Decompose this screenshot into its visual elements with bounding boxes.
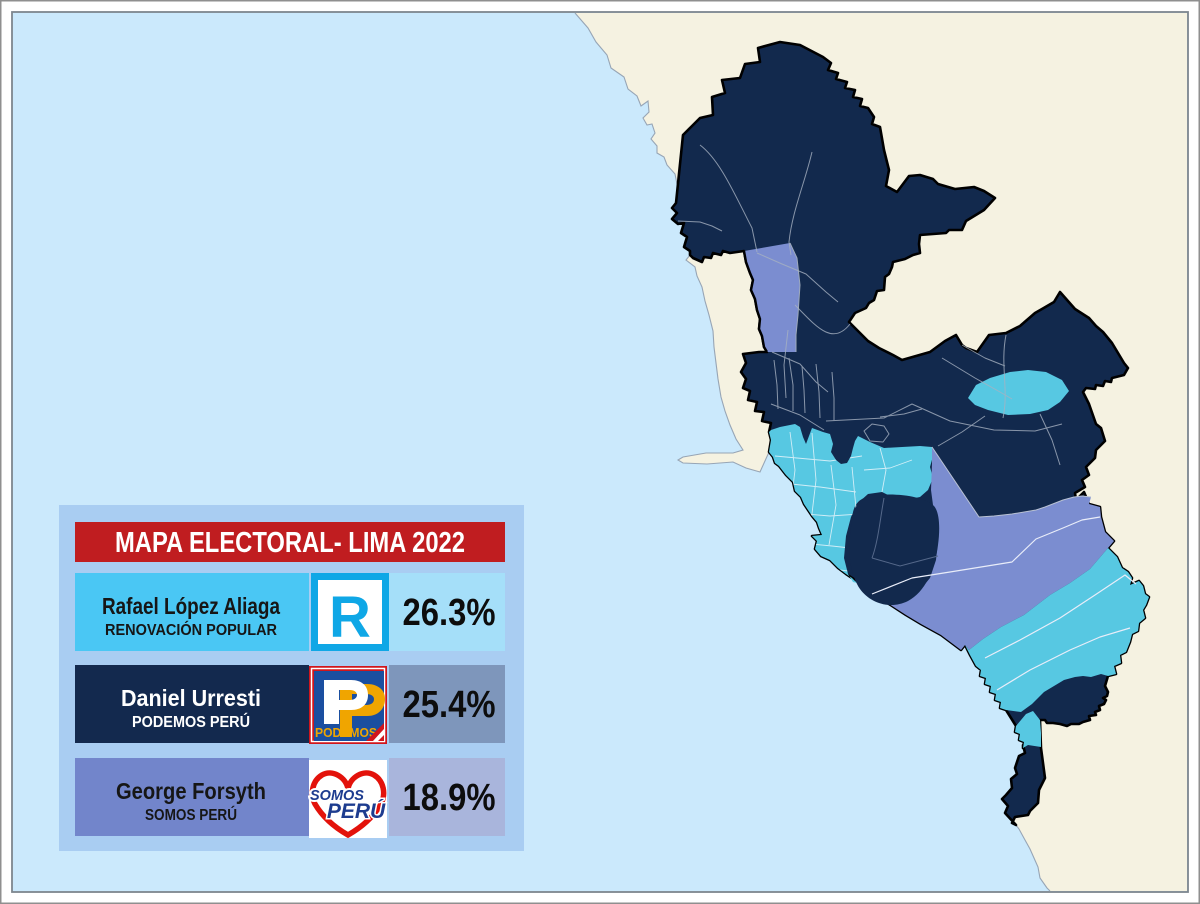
- svg-text:MAPA ELECTORAL- LIMA 2022: MAPA ELECTORAL- LIMA 2022: [115, 527, 465, 559]
- svg-text:Rafael López Aliaga: Rafael López Aliaga: [102, 593, 280, 619]
- svg-text:SOMOS: SOMOS: [310, 788, 364, 804]
- svg-text:25.4%: 25.4%: [403, 684, 496, 726]
- svg-text:R: R: [329, 585, 371, 650]
- svg-text:PODEMOS PERÚ: PODEMOS PERÚ: [132, 712, 250, 731]
- svg-text:26.3%: 26.3%: [403, 592, 496, 634]
- svg-text:Daniel Urresti: Daniel Urresti: [121, 685, 261, 711]
- svg-text:RENOVACIÓN POPULAR: RENOVACIÓN POPULAR: [105, 620, 277, 639]
- svg-text:George Forsyth: George Forsyth: [116, 778, 266, 804]
- svg-text:PERÚ: PERÚ: [327, 799, 386, 823]
- svg-text:PODEMOS: PODEMOS: [315, 725, 377, 740]
- svg-text:18.9%: 18.9%: [403, 777, 496, 819]
- svg-text:SOMOS PERÚ: SOMOS PERÚ: [145, 805, 237, 824]
